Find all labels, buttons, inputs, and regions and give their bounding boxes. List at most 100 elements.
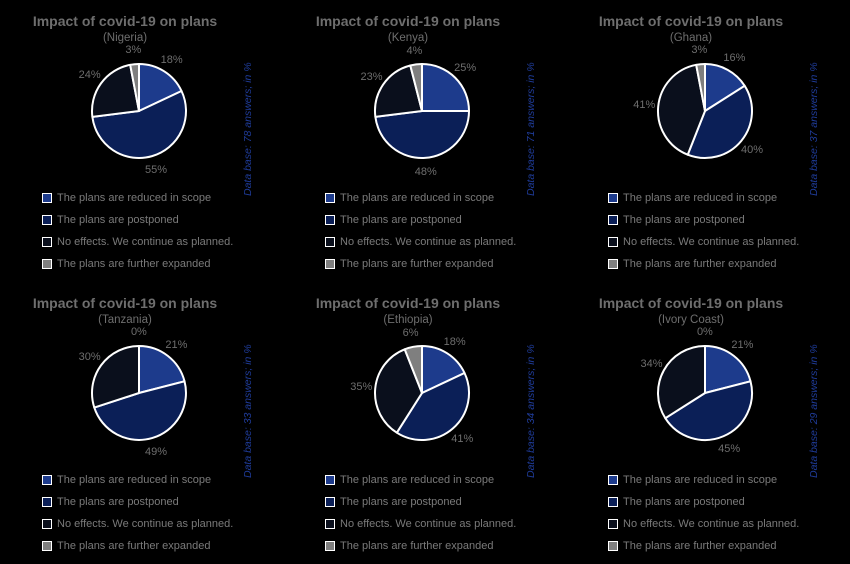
data-label: 23% xyxy=(360,70,383,83)
pie-slice-expanded xyxy=(403,345,423,394)
pie-chart xyxy=(657,345,753,441)
legend-item: The plans are further expanded xyxy=(325,257,494,271)
data-label: 30% xyxy=(78,351,101,364)
legend-item: No effects. We continue as planned. xyxy=(42,235,233,249)
legend-item: The plans are postponed xyxy=(325,213,462,227)
data-label: 3% xyxy=(691,44,708,57)
legend-swatch xyxy=(42,215,52,225)
legend-item: The plans are postponed xyxy=(325,495,462,509)
database-note: Data base: 33 answers; in % xyxy=(242,344,254,478)
data-label: 41% xyxy=(451,432,474,445)
legend-item: The plans are further expanded xyxy=(42,539,211,553)
data-label: 21% xyxy=(165,338,188,351)
legend-label: The plans are postponed xyxy=(57,214,179,226)
legend-swatch xyxy=(325,237,335,247)
pie-slice-expanded xyxy=(409,63,423,112)
legend-item: The plans are reduced in scope xyxy=(325,191,494,205)
legend-item: No effects. We continue as planned. xyxy=(608,235,799,249)
legend-label: The plans are reduced in scope xyxy=(340,192,495,204)
legend-label: The plans are reduced in scope xyxy=(623,192,778,204)
pie-chart xyxy=(91,62,187,159)
legend-label: The plans are further expanded xyxy=(57,540,211,552)
legend-item: The plans are postponed xyxy=(42,213,179,227)
legend-swatch xyxy=(42,541,52,551)
pie-chart-panel: Impact of covid-19 on plans (Tanzania) 21%… xyxy=(0,282,283,564)
legend-swatch xyxy=(42,237,52,247)
legend-label: The plans are further expanded xyxy=(57,258,211,270)
legend-label: No effects. We continue as planned. xyxy=(340,518,517,530)
legend-swatch xyxy=(325,259,335,269)
legend-label: No effects. We continue as planned. xyxy=(340,236,517,248)
data-label: 49% xyxy=(144,445,168,458)
legend-label: The plans are further expanded xyxy=(623,540,777,552)
pie-chart-panel: Impact of covid-19 on plans (Nigeria) 18% 5… xyxy=(0,0,283,282)
legend-item: The plans are postponed xyxy=(42,495,179,509)
legend-label: No effects. We continue as planned. xyxy=(623,518,800,530)
legend-swatch xyxy=(608,541,618,551)
chart-subtitle: (Ivory Coast) xyxy=(658,314,724,326)
legend-swatch xyxy=(608,475,618,485)
data-label: 55% xyxy=(144,163,168,176)
legend-label: The plans are postponed xyxy=(623,496,745,508)
pie-chart-panel: Impact of covid-19 on plans (Kenya) 25% 48%… xyxy=(283,0,566,282)
legend-swatch xyxy=(325,215,335,225)
legend-label: The plans are reduced in scope xyxy=(340,474,495,486)
legend-item: The plans are reduced in scope xyxy=(608,191,777,205)
legend-item: No effects. We continue as planned. xyxy=(325,235,516,249)
legend-label: The plans are further expanded xyxy=(340,258,494,270)
data-label: 34% xyxy=(640,357,663,370)
pie-chart xyxy=(374,345,470,441)
legend-item: The plans are reduced in scope xyxy=(42,473,211,487)
legend-label: The plans are reduced in scope xyxy=(623,474,778,486)
database-note: Data base: 37 answers; in % xyxy=(808,62,820,196)
pie-slice-no-effects xyxy=(657,63,706,156)
pie-slice-reduced xyxy=(138,345,186,394)
database-note: Data base: 34 answers; in % xyxy=(525,344,537,478)
pie-slice-no-effects xyxy=(374,64,423,118)
legend-label: The plans are postponed xyxy=(623,214,745,226)
legend-item: The plans are reduced in scope xyxy=(608,473,777,487)
pie-slice-no-effects xyxy=(91,345,140,409)
legend-label: The plans are postponed xyxy=(340,496,462,508)
legend-label: The plans are reduced in scope xyxy=(57,474,212,486)
pie-chart-panel: Impact of covid-19 on plans (Ethiopia) 18%… xyxy=(283,282,566,564)
pie-slice-postponed xyxy=(374,110,470,160)
legend-swatch xyxy=(608,259,618,269)
chart-subtitle: (Nigeria) xyxy=(102,32,148,44)
pie-slice-reduced xyxy=(704,345,752,394)
legend-label: The plans are further expanded xyxy=(623,258,777,270)
legend-item: The plans are postponed xyxy=(608,495,745,509)
legend-label: No effects. We continue as planned. xyxy=(57,518,234,530)
chart-title: Impact of covid-19 on plans xyxy=(598,13,784,29)
legend-item: The plans are further expanded xyxy=(325,539,494,553)
pie-slice-reduced xyxy=(138,63,183,112)
legend-item: No effects. We continue as planned. xyxy=(42,517,233,531)
pie-slice-postponed xyxy=(395,371,470,441)
legend-swatch xyxy=(325,475,335,485)
legend-swatch xyxy=(325,541,335,551)
data-label: 0% xyxy=(696,326,713,338)
legend-swatch xyxy=(325,497,335,507)
chart-title: Impact of covid-19 on plans xyxy=(598,295,784,311)
data-label: 21% xyxy=(731,338,754,351)
legend-item: No effects. We continue as planned. xyxy=(325,517,516,531)
legend-swatch xyxy=(42,259,52,269)
data-label: 18% xyxy=(443,335,466,348)
legend-swatch xyxy=(608,519,618,529)
chart-subtitle: (Ghana) xyxy=(669,32,713,44)
chart-title: Impact of covid-19 on plans xyxy=(32,13,218,29)
legend-swatch xyxy=(42,519,52,529)
chart-subtitle: (Tanzania) xyxy=(98,314,152,326)
data-label: 41% xyxy=(633,99,656,112)
legend-item: The plans are further expanded xyxy=(608,539,777,553)
pie-chart-panel: Impact of covid-19 on plans (Ivory Coast)… xyxy=(566,282,849,564)
pie-slice-postponed xyxy=(664,380,753,441)
legend-item: The plans are reduced in scope xyxy=(325,473,494,487)
legend-swatch xyxy=(42,193,52,203)
chart-subtitle: (Kenya) xyxy=(387,32,429,44)
data-label: 24% xyxy=(78,69,101,82)
legend-swatch xyxy=(42,475,52,485)
legend-label: No effects. We continue as planned. xyxy=(623,236,800,248)
pie-slice-postponed xyxy=(93,380,187,441)
pie-chart-panel: Impact of covid-19 on plans (Ghana) 16% 40%… xyxy=(566,0,849,282)
